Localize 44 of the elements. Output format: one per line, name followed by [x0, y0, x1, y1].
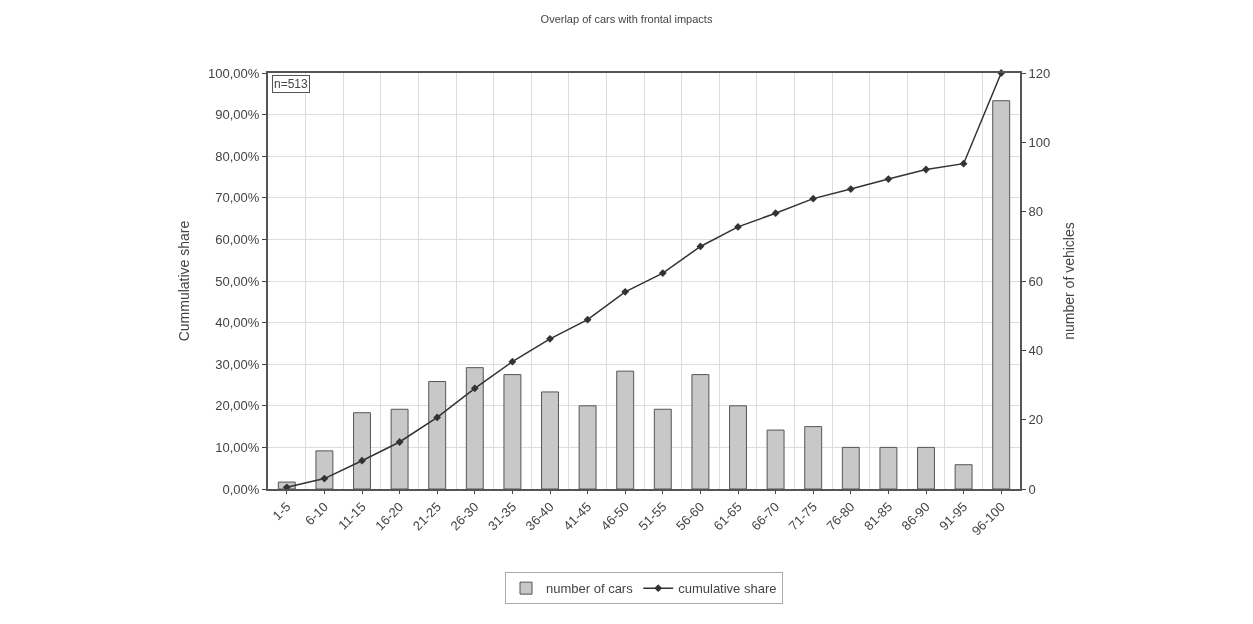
- point: [696, 242, 705, 251]
- y2-tick-label: 100: [1028, 134, 1051, 150]
- y-tick-label: 60,00%: [215, 231, 260, 247]
- y-axis-title: Cummulative share: [176, 220, 193, 342]
- legend-label: cumulative share: [678, 581, 777, 597]
- y2-tick-label: 60: [1028, 273, 1044, 289]
- point: [320, 474, 329, 483]
- point: [358, 456, 366, 465]
- point: [470, 384, 479, 393]
- point: [546, 334, 554, 343]
- point: [508, 357, 517, 366]
- y-tick-label: 70,00%: [215, 190, 260, 206]
- y2-tick-label: 120: [1028, 65, 1051, 81]
- y2-tick-label: 40: [1028, 342, 1044, 358]
- point: [395, 438, 404, 446]
- chart-title: Overlap of cars with frontal impacts: [540, 13, 713, 26]
- x-tick-label: 6-10: [302, 499, 332, 529]
- point: [846, 185, 855, 193]
- point: [433, 413, 442, 422]
- x-tick-label: 1-5: [269, 499, 294, 524]
- point: [922, 165, 930, 174]
- legend-label: number of cars: [546, 581, 634, 597]
- point: [583, 315, 592, 324]
- y-tick-label: 100,00%: [208, 65, 260, 81]
- y-tick-label: 0,00%: [222, 481, 260, 497]
- y-tick-label: 80,00%: [215, 148, 260, 164]
- point: [959, 159, 968, 168]
- point: [621, 287, 630, 296]
- point: [658, 269, 667, 277]
- y-tick-label: 50,00%: [215, 273, 260, 289]
- y2-axis-title: number of vehicles: [1061, 222, 1078, 340]
- y-tick-label: 20,00%: [215, 398, 260, 414]
- point: [734, 223, 742, 231]
- y-tick-label: 10,00%: [215, 439, 260, 455]
- annotation: n=513: [274, 77, 309, 91]
- y-tick-label: 30,00%: [215, 356, 260, 372]
- point: [884, 175, 893, 183]
- y-tick-label: 40,00%: [215, 315, 260, 331]
- y2-tick-label: 20: [1028, 412, 1044, 428]
- point: [771, 209, 780, 218]
- y-tick-label: 90,00%: [215, 107, 260, 123]
- y2-tick-label: 0: [1028, 481, 1036, 497]
- point: [809, 194, 818, 203]
- y2-tick-label: 80: [1028, 204, 1044, 220]
